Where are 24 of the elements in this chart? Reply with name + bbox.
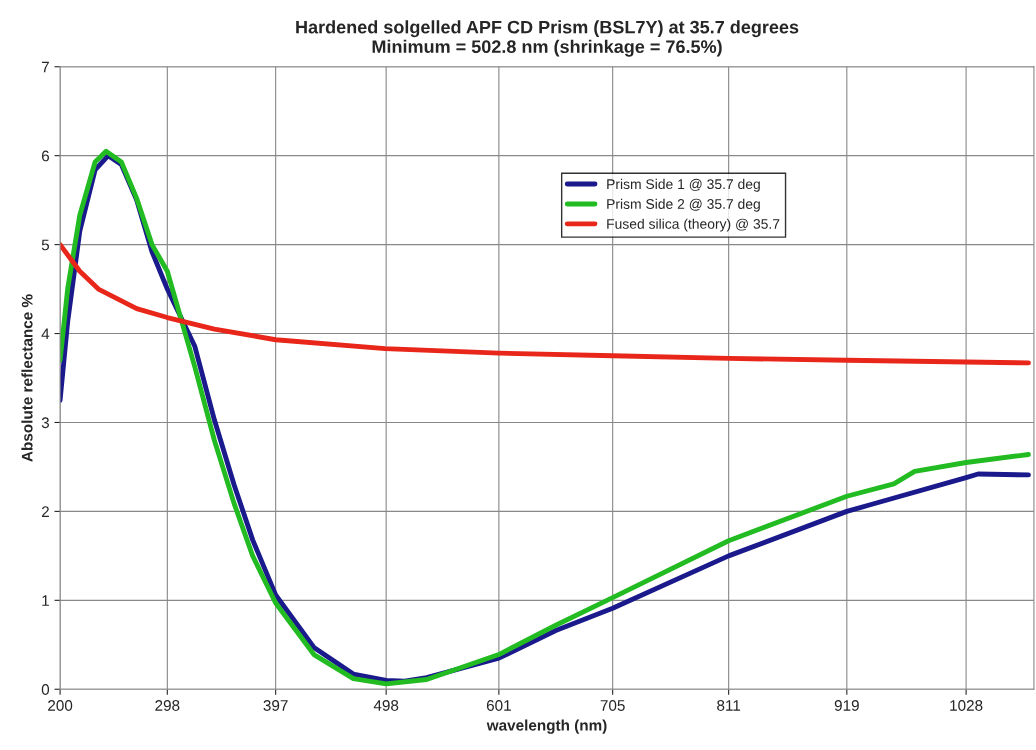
y-tick-label: 2 <box>41 506 49 517</box>
x-tick-label: 601 <box>486 700 511 711</box>
line-series <box>60 242 1031 366</box>
x-tick-label: 811 <box>717 700 741 711</box>
chart-title: Hardened solgelled APF CD Prism (BSL7Y) at 35.7 degrees Minimum = 502.8 nm (shrinkage = 76.5%) <box>296 20 799 57</box>
legend-label: Prism Side 2 @ 35.7 deg <box>607 198 760 212</box>
y-tick-label: 4 <box>41 328 50 340</box>
y-tick-label: 0 <box>41 684 50 695</box>
y-tick-label: 5 <box>41 239 50 251</box>
x-tick-label: 298 <box>155 700 180 711</box>
y-tick-label: 1 <box>42 595 49 606</box>
y-axis-title: Absolute reflectance % <box>21 294 33 462</box>
y-tick-label: 6 <box>41 150 49 162</box>
x-tick-label: 200 <box>48 700 73 711</box>
x-tick-label: 1028 <box>950 700 983 711</box>
x-tick-label: 397 <box>263 700 288 711</box>
y-tick-label: 7 <box>41 61 49 73</box>
legend-label: Fused silica (theory) @ 35.7 <box>607 218 780 232</box>
x-axis-title: wavelength (nm) <box>486 719 607 734</box>
x-tick-label: 705 <box>600 700 625 711</box>
y-tick-label: 3 <box>41 417 49 429</box>
x-tick-label: 919 <box>834 700 859 711</box>
legend-label: Prism Side 1 @ 35.7 deg <box>607 178 760 192</box>
x-tick-label: 498 <box>373 700 399 711</box>
